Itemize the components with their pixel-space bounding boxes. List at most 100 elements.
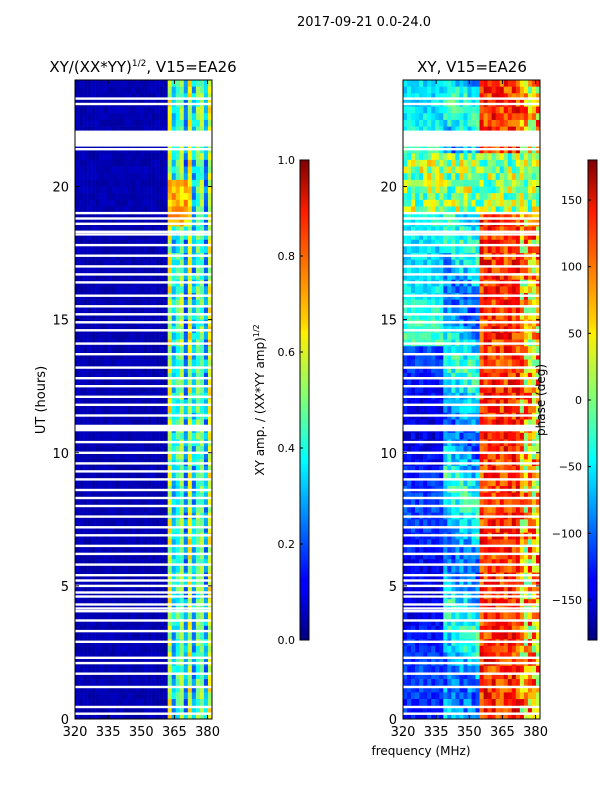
heatmap-cell [531, 153, 537, 161]
heatmap-cell [83, 213, 88, 221]
heatmap-cell [119, 506, 124, 513]
heatmap-cell [111, 446, 116, 454]
heatmap-cell [139, 452, 144, 460]
heatmap-cell [131, 332, 136, 340]
heatmap-cell [527, 386, 533, 394]
amplitude-colorbar-label: XY amp. / (XX*YY amp)1/2 [252, 324, 267, 475]
heatmap-cell [95, 119, 100, 127]
heatmap-cell [179, 273, 185, 280]
heatmap-cell [175, 452, 181, 460]
heatmap-cell [487, 193, 492, 201]
heatmap-cell [103, 466, 108, 474]
heatmap-cell [499, 113, 505, 121]
heatmap-cell [443, 226, 448, 234]
heatmap-cell [111, 379, 116, 387]
heatmap-cell [87, 332, 92, 340]
heatmap-cell [103, 585, 108, 593]
heatmap-cell [159, 312, 164, 320]
flagged-row [75, 591, 212, 594]
heatmap-cell [155, 93, 160, 101]
heatmap-cell [419, 166, 424, 174]
heatmap-cell [147, 259, 152, 267]
heatmap-cell [191, 173, 197, 181]
flagged-row [75, 395, 212, 398]
heatmap-cell [171, 525, 177, 533]
heatmap-cell [155, 679, 160, 687]
heatmap-cell [527, 80, 533, 87]
heatmap-cell [427, 246, 432, 254]
heatmap-cell [475, 186, 480, 194]
heatmap-cell [499, 332, 505, 340]
heatmap-cell [191, 432, 197, 440]
heatmap-cell [163, 386, 168, 394]
heatmap-cell [535, 113, 541, 121]
heatmap-cell [123, 246, 128, 254]
heatmap-cell [147, 299, 152, 307]
heatmap-cell [459, 93, 464, 101]
heatmap-cell [151, 352, 156, 360]
heatmap-cell [487, 332, 492, 340]
heatmap-cell [87, 126, 92, 134]
heatmap-cell [199, 173, 205, 181]
heatmap-cell [499, 386, 505, 394]
heatmap-cell [107, 585, 112, 593]
heatmap-cell [487, 359, 492, 367]
heatmap-cell [79, 679, 84, 687]
flagged-band [75, 424, 212, 431]
heatmap-cell [87, 246, 92, 254]
heatmap-cell [195, 699, 201, 706]
heatmap-cell [127, 446, 132, 454]
heatmap-cell [499, 306, 505, 314]
heatmap-cell [135, 113, 140, 121]
heatmap-cell [531, 372, 537, 380]
heatmap-cell [171, 432, 177, 440]
heatmap-cell [475, 119, 480, 127]
heatmap-cell [131, 492, 136, 500]
heatmap-cell [519, 312, 525, 320]
heatmap-cell [147, 113, 152, 121]
heatmap-cell [171, 312, 177, 320]
heatmap-cell [87, 153, 92, 161]
heatmap-cell [175, 352, 181, 360]
heatmap-cell [163, 239, 168, 247]
heatmap-cell [139, 233, 144, 241]
heatmap-cell [119, 126, 124, 134]
heatmap-cell [147, 472, 152, 480]
heatmap-cell [147, 86, 152, 94]
heatmap-cell [75, 80, 80, 87]
heatmap-cell [519, 226, 525, 234]
heatmap-cell [147, 699, 152, 706]
heatmap-cell [111, 153, 116, 161]
heatmap-cell [187, 332, 193, 340]
x-tick-label: 335 [96, 725, 121, 740]
heatmap-cell [139, 306, 144, 314]
heatmap-cell [87, 406, 92, 414]
heatmap-cell [431, 239, 436, 247]
heatmap-cell [199, 153, 205, 161]
heatmap-cell [183, 705, 189, 713]
heatmap-cell [403, 233, 408, 241]
heatmap-cell [471, 352, 476, 360]
heatmap-cell [519, 386, 525, 394]
heatmap-cell [435, 86, 440, 94]
heatmap-cell [515, 173, 521, 181]
heatmap-cell [471, 332, 476, 340]
heatmap-cell [523, 159, 529, 167]
heatmap-cell [123, 619, 128, 627]
heatmap-cell [531, 126, 537, 134]
heatmap-cell [75, 545, 80, 553]
heatmap-cell [475, 379, 480, 387]
heatmap-cell [191, 366, 197, 374]
heatmap-cell [527, 213, 533, 221]
heatmap-cell [159, 519, 164, 527]
heatmap-cell [475, 332, 480, 340]
heatmap-cell [207, 399, 213, 407]
heatmap-cell [523, 186, 529, 194]
heatmap-cell [83, 359, 88, 367]
heatmap-cell [207, 186, 213, 194]
heatmap-cell [491, 126, 496, 134]
heatmap-cell [159, 652, 164, 660]
heatmap-cell [107, 312, 112, 320]
heatmap-cell [183, 106, 189, 114]
heatmap-cell [435, 246, 440, 254]
